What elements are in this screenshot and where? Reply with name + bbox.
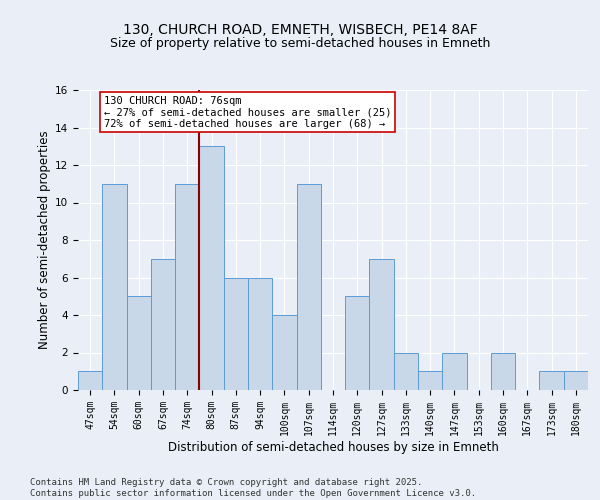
Bar (248, 278, 272, 390)
Bar (102, 184, 127, 390)
Bar (296, 184, 321, 390)
Bar (442, 352, 467, 390)
Bar (564, 371, 588, 390)
X-axis label: Distribution of semi-detached houses by size in Emneth: Distribution of semi-detached houses by … (167, 440, 499, 454)
Bar (418, 371, 442, 390)
Bar (539, 371, 564, 390)
Bar (370, 259, 394, 390)
Bar (345, 296, 370, 390)
Text: 130 CHURCH ROAD: 76sqm
← 27% of semi-detached houses are smaller (25)
72% of sem: 130 CHURCH ROAD: 76sqm ← 27% of semi-det… (104, 96, 391, 129)
Bar (151, 259, 175, 390)
Text: Size of property relative to semi-detached houses in Emneth: Size of property relative to semi-detach… (110, 38, 490, 51)
Text: Contains HM Land Registry data © Crown copyright and database right 2025.
Contai: Contains HM Land Registry data © Crown c… (30, 478, 476, 498)
Bar (199, 146, 224, 390)
Bar (491, 352, 515, 390)
Text: 130, CHURCH ROAD, EMNETH, WISBECH, PE14 8AF: 130, CHURCH ROAD, EMNETH, WISBECH, PE14 … (122, 22, 478, 36)
Bar (78, 371, 102, 390)
Bar (394, 352, 418, 390)
Bar (224, 278, 248, 390)
Bar (175, 184, 199, 390)
Bar (127, 296, 151, 390)
Y-axis label: Number of semi-detached properties: Number of semi-detached properties (38, 130, 51, 350)
Bar (272, 315, 296, 390)
